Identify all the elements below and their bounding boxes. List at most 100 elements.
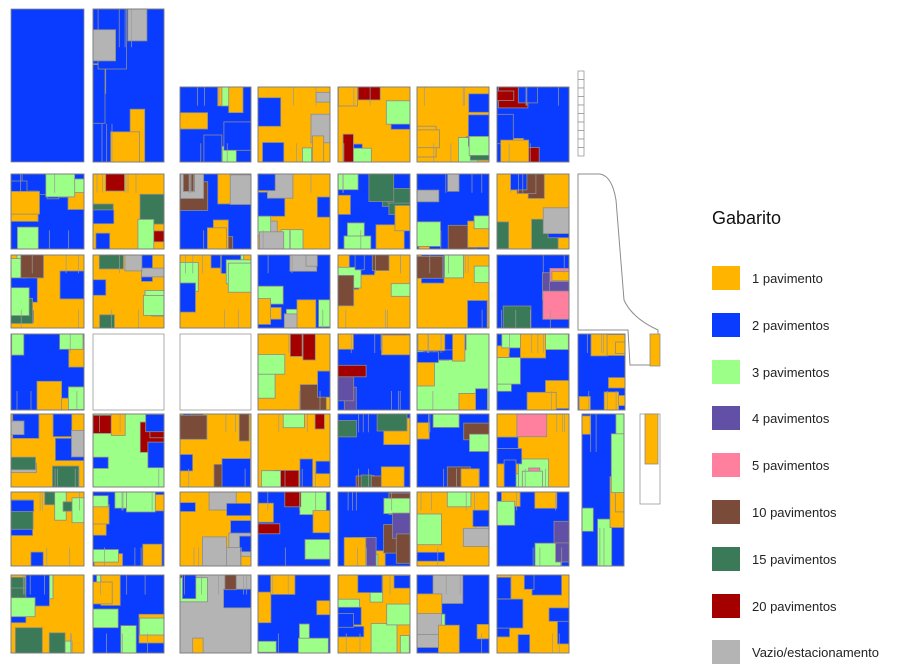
- block-e3: [337, 173, 411, 250]
- block-a8: [10, 574, 85, 654]
- lot: [299, 458, 313, 488]
- block-border: [416, 491, 490, 567]
- lot: [318, 299, 331, 328]
- lot: [99, 314, 115, 329]
- block-border: [416, 86, 490, 163]
- lot: [386, 603, 411, 626]
- lot: [192, 637, 204, 654]
- lot: [92, 608, 119, 629]
- block-border: [416, 574, 490, 654]
- block-d3: [257, 173, 331, 250]
- block-c6: [179, 413, 252, 488]
- lot: [296, 299, 317, 329]
- lot: [394, 205, 411, 232]
- block-border: [92, 491, 165, 567]
- block-g6: [496, 413, 570, 488]
- lot: [289, 333, 303, 357]
- lot: [476, 624, 490, 640]
- block-b4: [92, 254, 165, 329]
- lot: [137, 218, 155, 250]
- lot: [444, 254, 464, 279]
- lot: [52, 413, 73, 438]
- block-border: [496, 86, 570, 163]
- block-border: [496, 254, 570, 329]
- block-border: [257, 173, 331, 250]
- legend-label: 20 pavimentos: [752, 598, 837, 614]
- lot: [542, 207, 570, 235]
- lot: [447, 173, 460, 192]
- block-g8: [496, 574, 570, 654]
- lot: [315, 460, 331, 475]
- legend-item-p10: 10 pavimentos: [712, 498, 837, 526]
- block-border: [92, 8, 165, 163]
- lot: [577, 70, 585, 80]
- lot: [437, 624, 460, 654]
- lot: [432, 413, 460, 428]
- lot: [316, 600, 331, 616]
- block-border: [416, 333, 490, 411]
- lot: [503, 459, 517, 488]
- lot: [376, 413, 408, 432]
- lot: [416, 513, 442, 546]
- lot: [124, 254, 143, 272]
- block-border: [337, 86, 411, 163]
- legend-title: Gabarito: [712, 208, 782, 228]
- lot: [416, 551, 446, 562]
- lot: [393, 575, 411, 589]
- lot: [520, 333, 547, 359]
- lot: [142, 543, 163, 567]
- lot: [472, 509, 490, 528]
- legend-swatch: [712, 360, 740, 384]
- legend-label: 10 pavimentos: [752, 504, 837, 520]
- lot: [452, 333, 466, 362]
- lot: [304, 539, 331, 560]
- block-d7: [257, 491, 331, 567]
- lot: [10, 499, 35, 512]
- lot: [496, 90, 515, 102]
- city-map: [10, 8, 661, 654]
- lot: [92, 581, 113, 605]
- lot: [357, 86, 381, 101]
- block-f3: [416, 173, 490, 250]
- lot: [337, 372, 355, 402]
- legend-label: 15 pavimentos: [752, 551, 837, 567]
- lot: [68, 386, 85, 410]
- lot: [399, 635, 410, 654]
- lot: [143, 294, 165, 316]
- legend-label: Vazio/estacionamento: [752, 644, 879, 660]
- lot: [257, 591, 272, 624]
- block-border: [496, 173, 570, 250]
- lot: [517, 86, 538, 104]
- lot: [610, 433, 625, 493]
- lot: [446, 491, 472, 508]
- lot: [516, 413, 548, 438]
- block-border: [179, 413, 252, 488]
- lot: [257, 354, 286, 375]
- lot: [238, 413, 250, 442]
- lot: [257, 640, 277, 653]
- lot: [305, 254, 318, 267]
- block-border: [92, 173, 165, 250]
- lot: [385, 100, 411, 125]
- lot: [228, 86, 244, 114]
- legend-item-vz: Vazio/estacionamento: [712, 638, 879, 666]
- block-g2: [496, 86, 570, 163]
- lot: [59, 333, 84, 350]
- block-a7: [10, 491, 85, 567]
- block-f8: [416, 574, 490, 654]
- lot: [316, 196, 331, 218]
- lot: [260, 470, 281, 488]
- legend-item-p20: 20 pavimentos: [712, 592, 837, 620]
- block-border: [257, 333, 331, 411]
- lot: [534, 491, 558, 509]
- lot: [141, 267, 165, 278]
- lot: [343, 537, 367, 567]
- lot: [577, 147, 585, 157]
- block-g3: [496, 173, 570, 250]
- block-border: [92, 254, 165, 329]
- block-g4: [496, 254, 570, 329]
- lot: [644, 413, 659, 465]
- block-outline: [92, 333, 165, 411]
- block-d8: [257, 574, 331, 654]
- block-d2: [257, 86, 331, 163]
